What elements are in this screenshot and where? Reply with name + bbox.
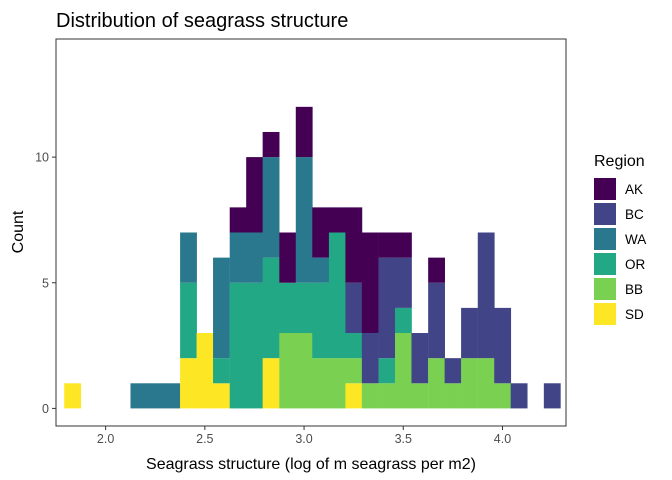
legend-label-sd: SD bbox=[625, 307, 644, 322]
bar-ak-bin-10 bbox=[229, 207, 247, 233]
bar-bb-bin-14 bbox=[295, 333, 313, 409]
y-tick-label: 0 bbox=[42, 402, 49, 416]
bar-ak-bin-13 bbox=[279, 232, 297, 283]
bar-bb-bin-24 bbox=[461, 358, 478, 409]
bar-bb-bin-19 bbox=[378, 383, 396, 409]
bar-ak-bin-12 bbox=[262, 131, 280, 158]
axes-layer: 2.0 2.5 3.0 3.5 4.0 0 5 10 bbox=[35, 151, 511, 446]
bar-ak-bin-19 bbox=[378, 232, 396, 258]
bar-or-bin-9 bbox=[213, 358, 230, 384]
bar-wa-bin-6 bbox=[163, 383, 181, 409]
bar-bc-bin-19 bbox=[378, 257, 396, 359]
bar-ak-bin-18 bbox=[361, 232, 379, 334]
bar-bc-bin-24 bbox=[461, 307, 478, 359]
bar-bb-bin-20 bbox=[395, 333, 412, 409]
bar-or-bin-19 bbox=[378, 358, 396, 384]
y-tick-label: 5 bbox=[42, 276, 49, 290]
bar-wa-bin-10 bbox=[229, 232, 247, 283]
bar-or-bin-16 bbox=[328, 232, 346, 359]
bar-sd-bin-8 bbox=[196, 333, 214, 409]
bar-bc-bin-26 bbox=[494, 307, 512, 384]
bar-bc-bin-20 bbox=[395, 257, 412, 308]
legend-key-or bbox=[594, 253, 616, 275]
bar-or-bin-20 bbox=[395, 307, 412, 334]
bar-bb-bin-18 bbox=[361, 383, 379, 409]
x-tick-label: 3.0 bbox=[295, 432, 312, 446]
bar-ak-bin-16 bbox=[328, 207, 346, 233]
bar-bc-bin-18 bbox=[361, 333, 379, 384]
legend-label-wa: WA bbox=[625, 232, 646, 247]
bar-or-bin-10 bbox=[229, 282, 247, 409]
legend-label-bc: BC bbox=[625, 207, 644, 222]
legend-key-ak bbox=[594, 178, 616, 200]
x-tick-label: 2.0 bbox=[97, 432, 114, 446]
bar-bc-bin-25 bbox=[477, 232, 495, 359]
bar-bb-bin-23 bbox=[444, 383, 462, 409]
bar-ak-bin-14 bbox=[295, 106, 313, 158]
legend-title: Region bbox=[594, 153, 645, 170]
bar-wa-bin-14 bbox=[295, 157, 313, 283]
x-tick-label: 2.5 bbox=[196, 432, 213, 446]
bar-sd-bin-0 bbox=[64, 383, 82, 409]
bar-sd-bin-9 bbox=[213, 383, 230, 409]
bar-bb-bin-21 bbox=[411, 383, 429, 409]
bar-ak-bin-17 bbox=[345, 207, 363, 283]
bar-wa-bin-12 bbox=[262, 157, 280, 258]
legend-label-bb: BB bbox=[625, 282, 643, 297]
bar-ak-bin-15 bbox=[312, 207, 330, 258]
bar-bc-bin-17 bbox=[345, 282, 363, 334]
bar-bc-bin-22 bbox=[428, 282, 445, 359]
bar-or-bin-13 bbox=[279, 282, 297, 334]
bar-or-bin-11 bbox=[246, 282, 264, 409]
legend-key-bc bbox=[594, 203, 616, 225]
bar-or-bin-12 bbox=[262, 257, 280, 359]
x-tick-label: 3.5 bbox=[395, 432, 412, 446]
bar-sd-bin-12 bbox=[262, 358, 280, 409]
legend-key-sd bbox=[594, 303, 616, 325]
bar-bc-bin-21 bbox=[411, 333, 429, 384]
bar-sd-bin-17 bbox=[345, 383, 363, 409]
bar-or-bin-7 bbox=[180, 282, 197, 359]
x-tick-label: 4.0 bbox=[494, 432, 511, 446]
bar-sd-bin-7 bbox=[180, 358, 197, 409]
bar-ak-bin-20 bbox=[395, 232, 412, 258]
bar-or-bin-17 bbox=[345, 333, 363, 359]
legend: AK BC WA OR BB SD bbox=[594, 178, 646, 325]
bar-wa-bin-15 bbox=[312, 257, 330, 283]
bar-bc-bin-23 bbox=[444, 358, 462, 384]
legend-key-bb bbox=[594, 278, 616, 300]
bar-ak-bin-11 bbox=[246, 157, 264, 233]
bar-or-bin-15 bbox=[312, 282, 330, 359]
bar-wa-bin-11 bbox=[246, 232, 264, 283]
legend-label-ak: AK bbox=[625, 182, 643, 197]
bar-bb-bin-13 bbox=[279, 333, 297, 409]
x-axis-title: Seagrass structure (log of m seagrass pe… bbox=[146, 456, 476, 473]
bar-bb-bin-22 bbox=[428, 358, 445, 409]
bar-bb-bin-17 bbox=[345, 358, 363, 384]
plot-panel-border bbox=[55, 38, 567, 427]
bar-or-bin-14 bbox=[295, 282, 313, 334]
bar-bc-bin-27 bbox=[510, 383, 528, 409]
bar-wa-bin-9 bbox=[213, 257, 230, 359]
legend-key-wa bbox=[594, 228, 616, 250]
chart-title: Distribution of seagrass structure bbox=[56, 10, 348, 32]
legend-label-or: OR bbox=[625, 257, 646, 272]
bar-ak-bin-22 bbox=[428, 257, 445, 283]
bar-wa-bin-7 bbox=[180, 232, 197, 283]
bars-layer bbox=[64, 106, 561, 409]
bar-bc-bin-29 bbox=[543, 383, 561, 409]
bar-bb-bin-26 bbox=[494, 383, 512, 409]
bar-wa-bin-5 bbox=[146, 383, 164, 409]
y-tick-label: 10 bbox=[35, 151, 49, 165]
bar-wa-bin-4 bbox=[130, 383, 148, 409]
y-axis-title: Count bbox=[10, 210, 27, 253]
bar-bb-bin-25 bbox=[477, 358, 495, 409]
bar-bb-bin-16 bbox=[328, 358, 346, 409]
bar-bb-bin-15 bbox=[312, 358, 330, 409]
